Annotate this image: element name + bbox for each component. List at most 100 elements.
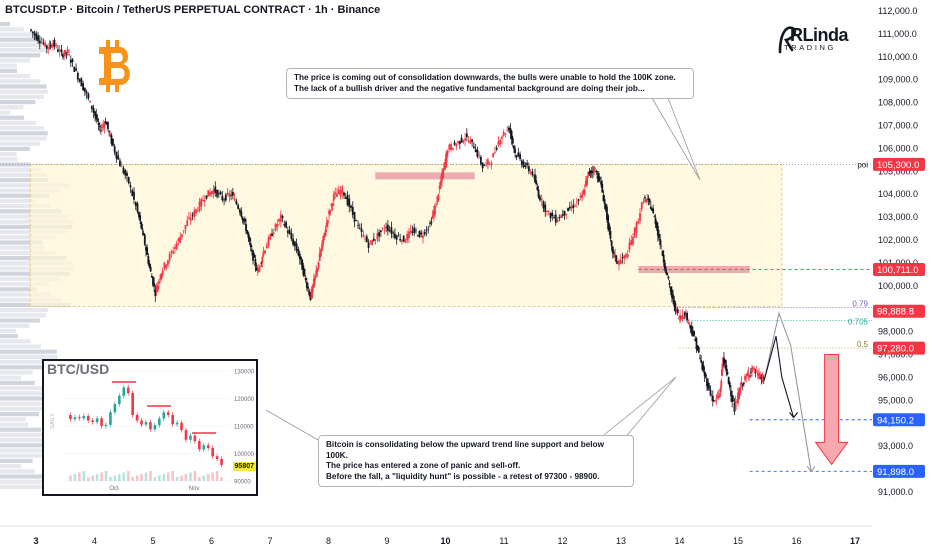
price-axis-tick-label: 105,000.0 — [878, 166, 918, 176]
candle-body — [754, 372, 757, 374]
annotation-top[interactable]: The price is coming out of consolidation… — [286, 68, 694, 99]
candle-body — [73, 66, 76, 72]
candle-body — [38, 40, 41, 44]
volume-profile-bar — [0, 484, 58, 489]
inset-candle-body — [69, 415, 72, 420]
candle-body — [582, 190, 585, 195]
candle-body — [302, 265, 305, 276]
price-axis-tick-label: 98,000.0 — [878, 327, 913, 337]
candle-body — [568, 206, 571, 209]
candle-body — [45, 45, 48, 49]
candle-body — [639, 213, 641, 221]
fib-level-label: 0.705 — [848, 318, 869, 327]
candle-body — [315, 270, 318, 276]
candle-body — [149, 266, 152, 272]
candle-body — [399, 238, 402, 241]
candle-body — [136, 203, 139, 212]
candle-body — [42, 42, 45, 44]
volume-profile-bar — [0, 48, 47, 53]
candle-body — [339, 190, 342, 196]
candle-body — [55, 45, 58, 47]
candle-body — [756, 373, 759, 376]
candle-body — [563, 210, 566, 216]
volume-profile-bar — [0, 204, 51, 209]
candle-body — [139, 215, 142, 221]
candle-body — [295, 243, 298, 251]
candle-body — [604, 203, 607, 210]
volume-profile-bar — [0, 282, 50, 287]
annotation-bottom-line2: The price has entered a zone of panic an… — [326, 461, 521, 470]
time-axis-tick-label: 3 — [33, 536, 38, 546]
inset-candle-body — [86, 416, 90, 421]
inset-candle-body — [135, 415, 139, 421]
candle-body — [669, 286, 672, 292]
candle-body — [40, 42, 43, 44]
candle-body — [242, 218, 245, 222]
candle-body — [350, 205, 352, 208]
candle-body — [642, 201, 645, 203]
inset-candle-body — [113, 404, 117, 413]
candle-body — [285, 221, 287, 228]
price-axis-tick-label: 110,000.0 — [878, 52, 917, 62]
inset-candle-body — [78, 417, 81, 419]
candle-body — [156, 285, 159, 292]
inset-candle-body — [118, 395, 121, 404]
candle-body — [415, 230, 417, 232]
candle-body — [276, 224, 279, 227]
candle-body — [143, 235, 146, 245]
inset-chart: 130000 120000 110000 100000 90000 DAILY Oct Nov — [50, 370, 255, 493]
candle-body — [442, 169, 445, 179]
annotation-bottom[interactable]: Bitcoin is consolidating below the upwar… — [318, 435, 634, 487]
inset-price-label: 95807 — [232, 462, 256, 471]
candle-body — [360, 228, 363, 232]
candle-body — [52, 43, 54, 48]
inset-volume-bar — [149, 471, 152, 481]
candle-body — [714, 400, 717, 402]
candle-body — [167, 260, 169, 266]
candle-body — [606, 206, 608, 220]
candle-body — [53, 39, 56, 47]
candle-body — [680, 316, 683, 319]
candle-body — [467, 140, 470, 143]
candle-body — [492, 153, 495, 158]
candle-body — [692, 332, 694, 336]
candle-body — [371, 240, 373, 246]
candle-body — [321, 243, 323, 251]
candle-body — [760, 376, 763, 379]
candle-body — [127, 177, 130, 184]
candle-body — [133, 191, 135, 200]
projection-black-arrowhead — [789, 412, 799, 419]
candle-body — [630, 240, 633, 245]
candle-body — [715, 398, 718, 400]
candle-body — [450, 144, 452, 150]
candle-body — [243, 218, 246, 222]
volume-profile-bar — [0, 432, 52, 437]
volume-profile-bar — [0, 396, 58, 401]
candle-body — [441, 172, 443, 182]
volume-profile-bar — [0, 42, 48, 47]
candle-body — [30, 29, 32, 31]
volume-profile-bar — [0, 167, 41, 172]
inset-volume-bar — [171, 471, 174, 481]
candle-body — [374, 239, 377, 241]
inset-y-tick-label: 120000 — [234, 397, 255, 403]
candle-body — [423, 231, 426, 235]
candle-body — [71, 59, 74, 63]
candle-body — [401, 240, 403, 242]
volume-profile-bar — [0, 417, 26, 422]
candle-body — [575, 201, 578, 203]
candle-body — [672, 294, 674, 300]
inset-x-tick-label: Oct — [109, 486, 119, 492]
candle-body — [48, 43, 51, 49]
candle-body — [134, 202, 137, 206]
inset-candle-body — [122, 387, 126, 396]
candle-body — [483, 165, 486, 167]
candle-body — [310, 289, 313, 299]
candle-body — [161, 270, 164, 276]
candle-body — [511, 137, 514, 144]
time-axis-tick-label: 4 — [92, 536, 97, 546]
candle-body — [673, 299, 676, 307]
volume-profile-bar — [0, 193, 50, 198]
inset-volume-bar — [78, 472, 81, 481]
